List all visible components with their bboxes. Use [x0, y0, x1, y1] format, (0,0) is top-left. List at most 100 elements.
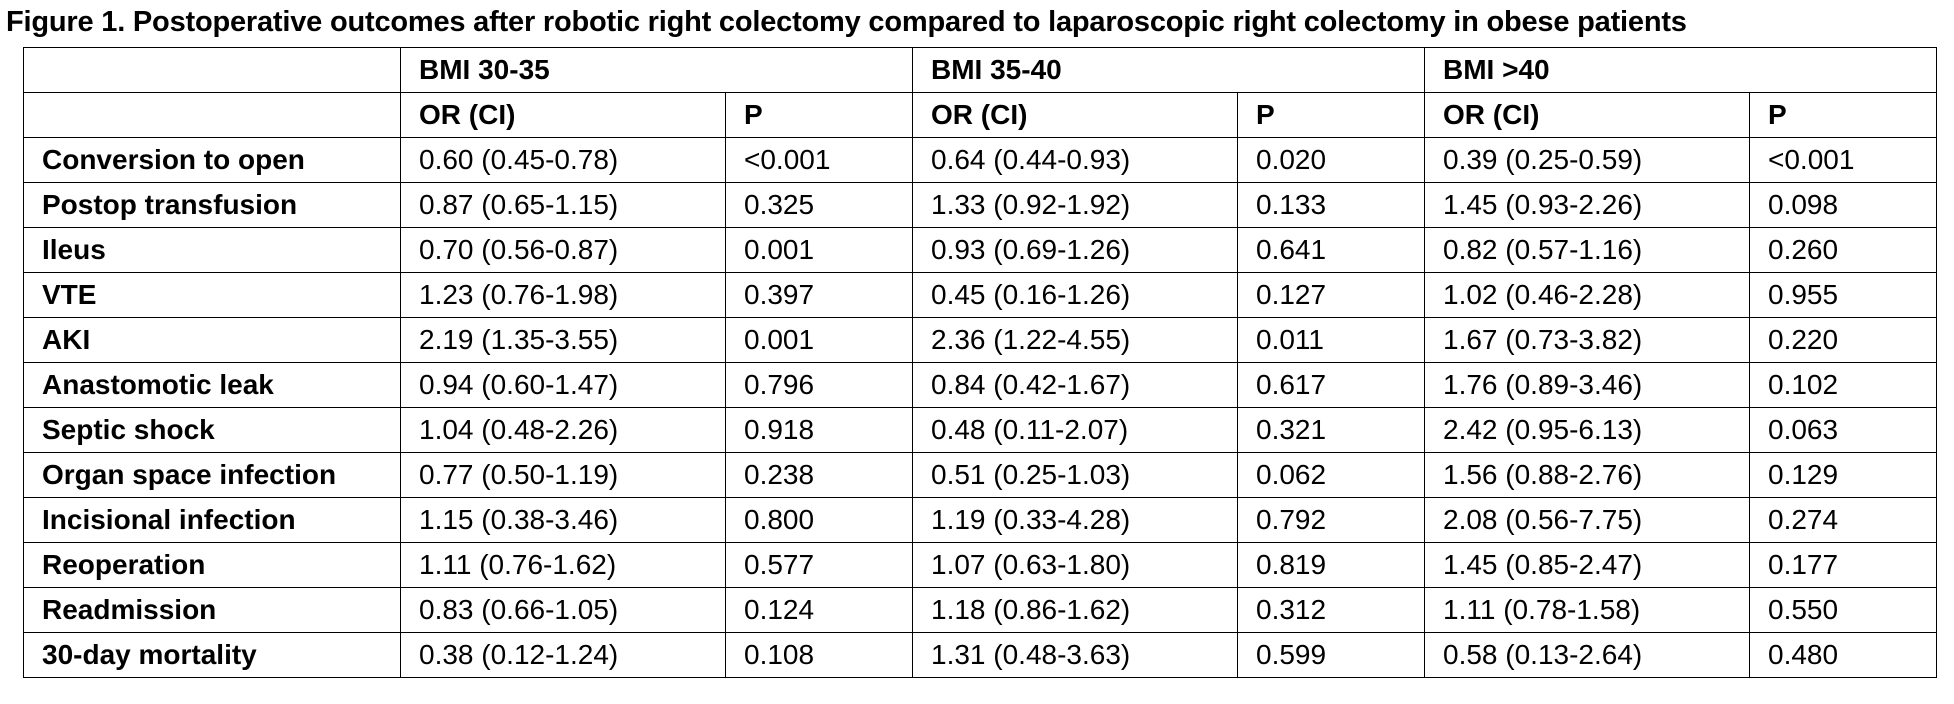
or-ci-cell: 1.19 (0.33-4.28) — [912, 497, 1238, 543]
p-value-cell: 0.641 — [1237, 227, 1425, 273]
table-row: Reoperation 1.11 (0.76-1.62) 0.577 1.07 (0.… — [23, 542, 1937, 588]
corner-cell — [23, 47, 401, 93]
group-header: BMI >40 — [1424, 47, 1937, 93]
or-ci-cell: 2.36 (1.22-4.55) — [912, 317, 1238, 363]
or-ci-cell: 1.45 (0.93-2.26) — [1424, 182, 1750, 228]
table-row: Septic shock 1.04 (0.48-2.26) 0.918 0.48 (0… — [23, 407, 1937, 453]
or-ci-cell: 0.70 (0.56-0.87) — [400, 227, 726, 273]
or-ci-cell: 1.18 (0.86-1.62) — [912, 587, 1238, 633]
p-value-cell: 0.220 — [1749, 317, 1937, 363]
row-label: Septic shock — [23, 407, 401, 453]
p-value-cell: 0.011 — [1237, 317, 1425, 363]
p-value-cell: 0.124 — [725, 587, 913, 633]
table-row: Anastomotic leak 0.94 (0.60-1.47) 0.796 0.8… — [23, 362, 1937, 408]
p-value-cell: 0.480 — [1749, 632, 1937, 678]
p-value-cell: 0.274 — [1749, 497, 1937, 543]
or-ci-cell: 2.08 (0.56-7.75) — [1424, 497, 1750, 543]
or-ci-cell: 0.64 (0.44-0.93) — [912, 137, 1238, 183]
group-header: BMI 30-35 — [400, 47, 913, 93]
p-value-cell: 0.127 — [1237, 272, 1425, 318]
p-value-cell: 0.062 — [1237, 452, 1425, 498]
figure-title: Figure 1. Postoperative outcomes after r… — [6, 6, 1687, 38]
row-label: Conversion to open — [23, 137, 401, 183]
row-label: Ileus — [23, 227, 401, 273]
table-row: Readmission 0.83 (0.66-1.05) 0.124 1.18 (0.… — [23, 587, 1937, 633]
p-value-cell: 0.001 — [725, 317, 913, 363]
table-row: 30-day mortality 0.38 (0.12-1.24) 0.108 1.3… — [23, 632, 1937, 678]
p-value-cell: 0.397 — [725, 272, 913, 318]
p-value-cell: 0.792 — [1237, 497, 1425, 543]
p-value-cell: 0.001 — [725, 227, 913, 273]
p-value-cell: 0.260 — [1749, 227, 1937, 273]
p-value-cell: 0.617 — [1237, 362, 1425, 408]
or-ci-cell: 1.11 (0.78-1.58) — [1424, 587, 1750, 633]
row-label: Postop transfusion — [23, 182, 401, 228]
or-ci-header: OR (CI) — [400, 92, 726, 138]
or-ci-cell: 0.83 (0.66-1.05) — [400, 587, 726, 633]
p-value-cell: 0.800 — [725, 497, 913, 543]
row-label: Organ space infection — [23, 452, 401, 498]
p-value-cell: <0.001 — [1749, 137, 1937, 183]
p-value-cell: 0.325 — [725, 182, 913, 228]
p-value-cell: 0.129 — [1749, 452, 1937, 498]
p-value-cell: 0.312 — [1237, 587, 1425, 633]
or-ci-cell: 0.84 (0.42-1.67) — [912, 362, 1238, 408]
p-header: P — [1237, 92, 1425, 138]
p-value-cell: 0.577 — [725, 542, 913, 588]
or-ci-header: OR (CI) — [912, 92, 1238, 138]
or-ci-cell: 2.42 (0.95-6.13) — [1424, 407, 1750, 453]
p-value-cell: 0.177 — [1749, 542, 1937, 588]
row-label: Incisional infection — [23, 497, 401, 543]
table-row: Organ space infection 0.77 (0.50-1.19) 0.2… — [23, 452, 1937, 498]
or-ci-cell: 1.56 (0.88-2.76) — [1424, 452, 1750, 498]
or-ci-cell: 0.58 (0.13-2.64) — [1424, 632, 1750, 678]
row-label: Reoperation — [23, 542, 401, 588]
p-value-cell: <0.001 — [725, 137, 913, 183]
or-ci-cell: 1.33 (0.92-1.92) — [912, 182, 1238, 228]
p-value-cell: 0.819 — [1237, 542, 1425, 588]
p-value-cell: 0.020 — [1237, 137, 1425, 183]
or-ci-header: OR (CI) — [1424, 92, 1750, 138]
p-value-cell: 0.238 — [725, 452, 913, 498]
table-row: AKI 2.19 (1.35-3.55) 0.001 2.36 (1.22-4.55)… — [23, 317, 1937, 363]
or-ci-cell: 1.04 (0.48-2.26) — [400, 407, 726, 453]
or-ci-cell: 0.51 (0.25-1.03) — [912, 452, 1238, 498]
or-ci-cell: 1.67 (0.73-3.82) — [1424, 317, 1750, 363]
or-ci-cell: 0.48 (0.11-2.07) — [912, 407, 1238, 453]
row-label: VTE — [23, 272, 401, 318]
or-ci-cell: 0.45 (0.16-1.26) — [912, 272, 1238, 318]
group-header-row: BMI 30-35 BMI 35-40 BMI >40 — [23, 47, 1937, 93]
corner-cell — [23, 92, 401, 138]
or-ci-cell: 1.15 (0.38-3.46) — [400, 497, 726, 543]
or-ci-cell: 1.11 (0.76-1.62) — [400, 542, 726, 588]
outcomes-table: BMI 30-35 BMI 35-40 BMI >40 OR (CI) P OR… — [23, 47, 1937, 678]
or-ci-cell: 1.76 (0.89-3.46) — [1424, 362, 1750, 408]
p-value-cell: 0.108 — [725, 632, 913, 678]
or-ci-cell: 2.19 (1.35-3.55) — [400, 317, 726, 363]
table-body: Conversion to open 0.60 (0.45-0.78) <0.001… — [23, 137, 1937, 678]
or-ci-cell: 0.39 (0.25-0.59) — [1424, 137, 1750, 183]
or-ci-cell: 1.23 (0.76-1.98) — [400, 272, 726, 318]
group-header: BMI 35-40 — [912, 47, 1425, 93]
p-value-cell: 0.133 — [1237, 182, 1425, 228]
row-label: Anastomotic leak — [23, 362, 401, 408]
or-ci-cell: 0.82 (0.57-1.16) — [1424, 227, 1750, 273]
or-ci-cell: 0.77 (0.50-1.19) — [400, 452, 726, 498]
or-ci-cell: 0.87 (0.65-1.15) — [400, 182, 726, 228]
p-value-cell: 0.063 — [1749, 407, 1937, 453]
p-value-cell: 0.599 — [1237, 632, 1425, 678]
p-header: P — [1749, 92, 1937, 138]
row-label: AKI — [23, 317, 401, 363]
p-value-cell: 0.321 — [1237, 407, 1425, 453]
table-row: Postop transfusion 0.87 (0.65-1.15) 0.325 1… — [23, 182, 1937, 228]
or-ci-cell: 1.31 (0.48-3.63) — [912, 632, 1238, 678]
or-ci-cell: 1.07 (0.63-1.80) — [912, 542, 1238, 588]
or-ci-cell: 1.02 (0.46-2.28) — [1424, 272, 1750, 318]
table-row: Conversion to open 0.60 (0.45-0.78) <0.001… — [23, 137, 1937, 183]
p-value-cell: 0.102 — [1749, 362, 1937, 408]
row-label: 30-day mortality — [23, 632, 401, 678]
table-row: Incisional infection 1.15 (0.38-3.46) 0.80… — [23, 497, 1937, 543]
p-value-cell: 0.550 — [1749, 587, 1937, 633]
subheader-row: OR (CI) P OR (CI) P OR (CI) P — [23, 92, 1937, 138]
or-ci-cell: 0.60 (0.45-0.78) — [400, 137, 726, 183]
